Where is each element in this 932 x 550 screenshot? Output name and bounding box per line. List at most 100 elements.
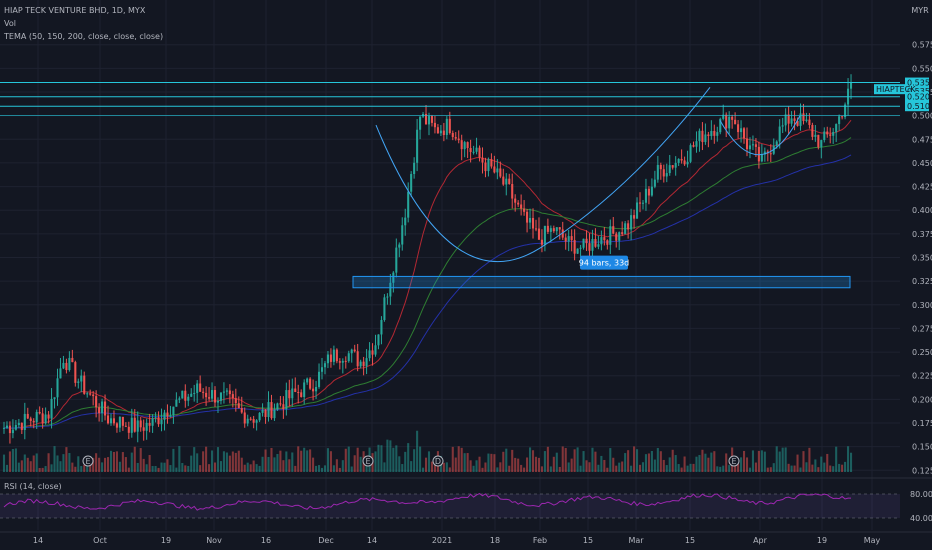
cup-curve <box>375 86 711 263</box>
volume-bar <box>410 461 413 472</box>
candle-body <box>757 146 760 162</box>
candle-body <box>413 162 416 175</box>
candle-body <box>47 414 50 419</box>
volume-bar <box>633 446 636 472</box>
volume-bar <box>332 465 335 472</box>
volume-bar <box>306 450 309 472</box>
volume-bar <box>748 467 752 472</box>
y-tick-label: 0.200 <box>912 395 932 404</box>
volume-bar <box>317 465 321 472</box>
volume-bar <box>309 449 312 472</box>
candle-body <box>166 412 169 417</box>
volume-bar <box>847 446 850 472</box>
candle-body <box>199 383 202 392</box>
volume-bar <box>17 462 20 472</box>
x-tick-label: Nov <box>206 536 222 545</box>
candle-body <box>832 132 835 136</box>
candle-body <box>445 118 448 135</box>
candle-body <box>683 160 686 165</box>
candle-body <box>849 82 853 89</box>
candle-body <box>520 204 523 209</box>
volume-bar <box>44 466 47 472</box>
candle-body <box>633 215 636 219</box>
volume-bar <box>74 466 77 472</box>
volume-bar <box>303 447 306 472</box>
candle-body <box>234 398 237 404</box>
candle-body <box>270 402 273 419</box>
volume-bar <box>315 465 318 472</box>
candle-body <box>659 164 662 170</box>
volume-bar <box>246 462 249 472</box>
candle-body <box>537 228 541 240</box>
candle-body <box>433 122 436 128</box>
candle-body <box>662 169 665 177</box>
candle-body <box>136 420 139 432</box>
y-tick-label: 0.575 <box>912 41 932 50</box>
x-tick-label: Feb <box>533 536 547 545</box>
candle-body <box>59 368 62 379</box>
volume-bar <box>419 446 422 472</box>
volume-bar <box>172 448 175 472</box>
candle-body <box>478 147 481 158</box>
volume-bar <box>668 457 671 472</box>
candle-body <box>466 142 469 149</box>
candle-body <box>291 388 294 399</box>
volume-bar <box>698 455 701 472</box>
candle-body <box>742 128 746 139</box>
candle-body <box>276 403 279 410</box>
candle-body <box>448 118 451 133</box>
candle-body <box>312 388 315 392</box>
volume-bar <box>644 454 647 472</box>
volume-bar <box>169 465 172 472</box>
candle-body <box>80 375 83 382</box>
volume-bar <box>716 466 719 472</box>
volume-bar <box>335 459 338 472</box>
candle-body <box>23 413 26 431</box>
candle-body <box>594 239 597 247</box>
volume-bar <box>356 447 359 472</box>
candle-body <box>829 134 832 136</box>
volume-bar <box>374 451 377 472</box>
candle-body <box>427 116 431 125</box>
candle-body <box>347 353 350 362</box>
volume-bar <box>677 464 680 472</box>
x-tick-label: 18 <box>490 536 500 545</box>
y-tick-label: 0.350 <box>912 254 932 263</box>
candle-body <box>502 176 505 185</box>
volume-bar <box>136 462 139 472</box>
volume-bar <box>659 451 662 472</box>
candle-body <box>647 188 650 196</box>
volume-bar <box>609 448 612 472</box>
volume-bar <box>754 462 757 472</box>
volume-bar <box>142 458 145 472</box>
rsi-line <box>3 492 852 511</box>
candle-body <box>722 114 725 119</box>
volume-bar <box>392 447 395 472</box>
volume-bar <box>650 450 653 472</box>
volume-bar <box>537 457 541 472</box>
volume-bar <box>323 465 327 472</box>
volume-bar <box>832 466 835 472</box>
candle-body <box>222 391 225 393</box>
candle-body <box>410 174 413 192</box>
candle-body <box>368 350 371 359</box>
volume-bar <box>784 447 787 472</box>
volume-bar <box>517 458 520 472</box>
candle-body <box>356 351 359 367</box>
candle-body <box>728 116 731 129</box>
candle-body <box>745 138 749 150</box>
volume-bar <box>395 445 398 472</box>
y-tick-label: 0.550 <box>912 64 932 73</box>
candle-body <box>796 120 799 126</box>
candle-body <box>531 217 535 229</box>
rsi-legend: RSI (14, close) <box>4 482 62 491</box>
volume-bar <box>234 452 237 472</box>
volume-bar <box>490 453 493 472</box>
y-tick-label: 0.300 <box>912 301 932 310</box>
volume-bar <box>588 462 591 472</box>
candle-body <box>674 162 677 168</box>
volume-bar <box>526 457 529 472</box>
candle-body <box>8 425 11 434</box>
candle-body <box>514 198 517 203</box>
